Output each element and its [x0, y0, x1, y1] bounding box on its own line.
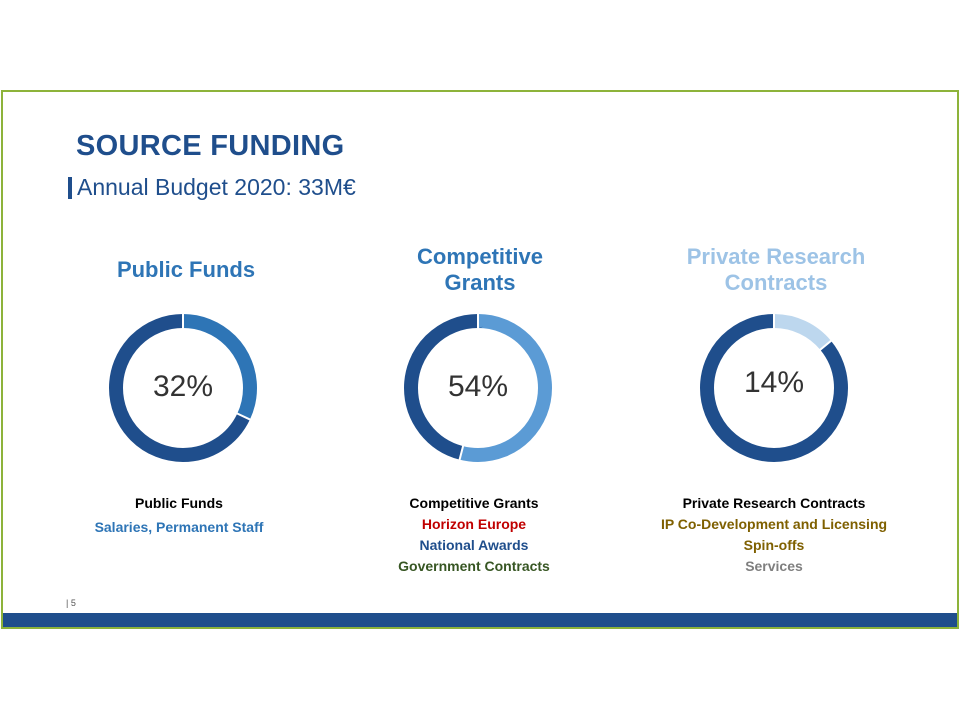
legend-public-funds: Public Funds Salaries, Permanent Staff	[39, 493, 319, 538]
slide-subtitle: Annual Budget 2020: 33M€	[77, 174, 356, 200]
legend-competitive-grants: Competitive Grants Horizon Europe Nation…	[334, 493, 614, 577]
donut-competitive-grants	[404, 313, 552, 462]
legend-item: Horizon Europe	[421, 516, 527, 532]
heading-line: Contracts	[724, 270, 828, 295]
legend-title: Public Funds	[135, 495, 223, 511]
slide-frame	[1, 90, 959, 629]
percent-private-research-contracts: 14%	[743, 366, 805, 399]
footer-bar	[3, 613, 957, 627]
legend-item: National Awards	[419, 537, 529, 553]
heading-private-research-contracts: Private Research Contracts	[646, 244, 906, 296]
donut-separator	[235, 412, 252, 421]
donut-separator	[458, 444, 465, 461]
donut-separator	[818, 339, 833, 352]
heading-line: Public Funds	[116, 257, 256, 282]
legend-item: Salaries, Permanent Staff	[94, 519, 264, 535]
legend-private-research-contracts: Private Research Contracts IP Co-Develop…	[634, 493, 914, 577]
heading-competitive-grants: Competitive Grants	[350, 244, 610, 296]
donut-public-funds	[109, 313, 257, 462]
slide-title: SOURCE FUNDING	[76, 130, 345, 162]
legend-item: IP Co-Development and Licensing	[660, 516, 888, 532]
heading-public-funds: Public Funds	[56, 257, 316, 283]
page-number: | 5	[66, 598, 76, 608]
legend-title: Competitive Grants	[409, 495, 539, 511]
heading-line: Grants	[444, 270, 516, 295]
heading-line: Competitive	[417, 244, 543, 269]
heading-line: Private Research	[686, 244, 866, 269]
percent-competitive-grants: 54%	[447, 370, 509, 403]
legend-item: Services	[745, 558, 803, 574]
percent-public-funds: 32%	[152, 370, 214, 403]
legend-item: Spin-offs	[743, 537, 805, 553]
legend-title: Private Research Contracts	[682, 495, 866, 511]
donut-private-research-contracts	[700, 313, 848, 462]
legend-item: Government Contracts	[398, 558, 550, 574]
subtitle-accent-bar	[68, 177, 72, 199]
